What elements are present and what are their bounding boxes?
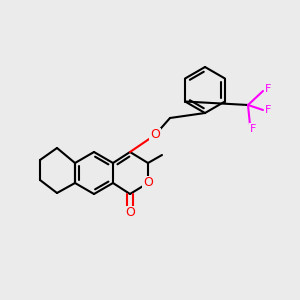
- Text: O: O: [143, 176, 153, 190]
- Text: O: O: [150, 128, 160, 142]
- Text: F: F: [265, 105, 271, 115]
- Text: O: O: [125, 206, 135, 220]
- Text: F: F: [250, 124, 256, 134]
- Text: F: F: [265, 84, 271, 94]
